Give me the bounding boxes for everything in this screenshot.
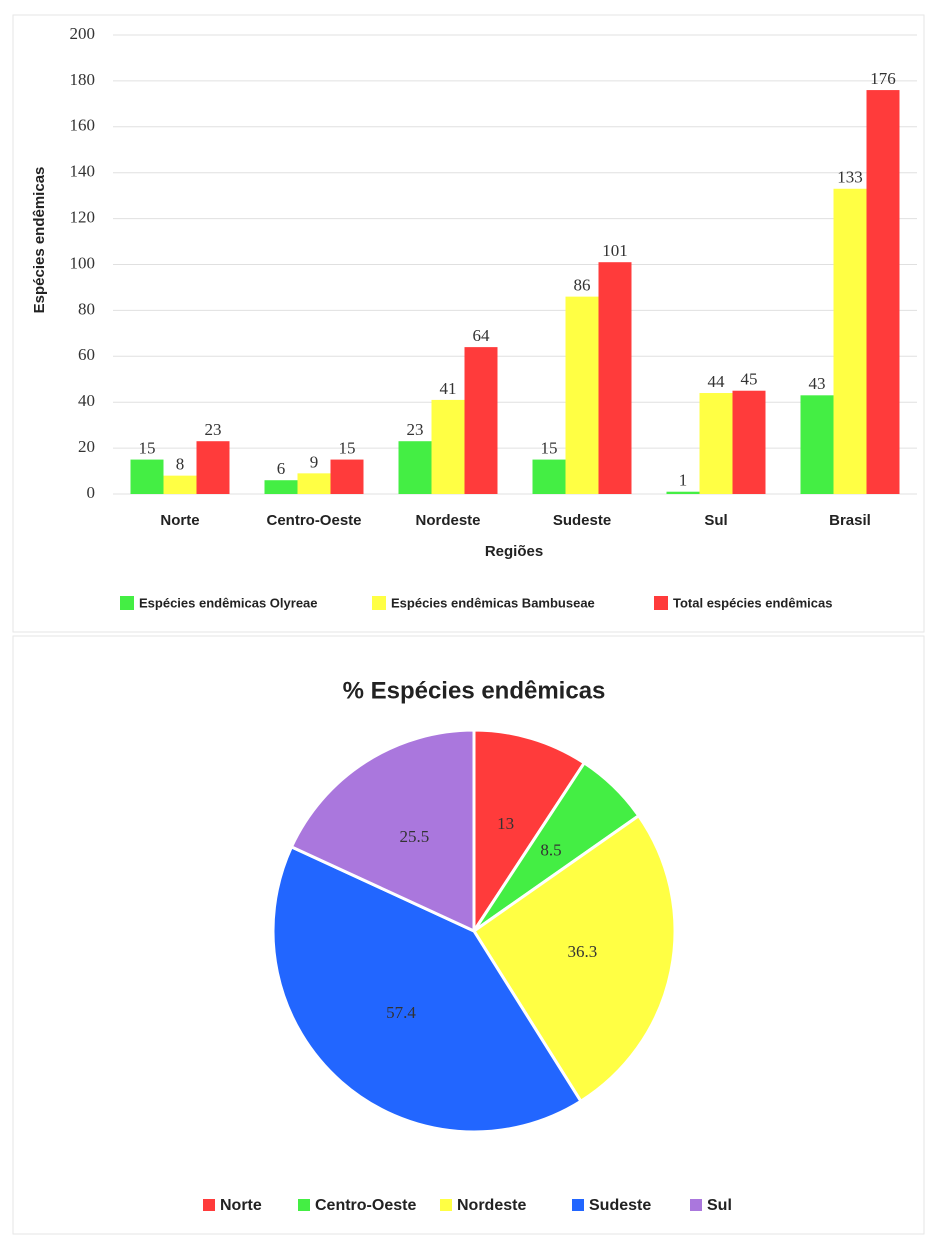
data-label: 15: [139, 438, 156, 457]
data-label: 43: [809, 374, 826, 393]
legend-label: Espécies endêmicas Bambuseae: [391, 595, 595, 610]
legend-swatch: [690, 1199, 702, 1211]
y-tick-label: 80: [78, 299, 95, 318]
data-label: 25.5: [400, 827, 430, 846]
bar: [163, 475, 197, 494]
data-label: 64: [473, 326, 491, 345]
legend-swatch: [203, 1199, 215, 1211]
y-tick-label: 60: [78, 345, 95, 364]
data-label: 6: [277, 459, 286, 478]
bar: [699, 393, 733, 494]
legend-swatch: [440, 1199, 452, 1211]
legend-label: Centro-Oeste: [315, 1197, 416, 1214]
bar: [431, 399, 465, 494]
data-label: 57.4: [386, 1003, 416, 1022]
legend-swatch: [120, 596, 134, 610]
data-label: 44: [708, 372, 726, 391]
pie-title: % Espécies endêmicas: [343, 677, 606, 704]
data-label: 8.5: [540, 841, 561, 860]
data-label: 133: [837, 168, 863, 187]
data-label: 15: [541, 438, 558, 457]
bar: [264, 480, 298, 494]
data-label: 8: [176, 455, 185, 474]
pie-slice: [271, 844, 583, 1134]
x-tick-label: Sul: [704, 512, 727, 529]
bar: [598, 262, 632, 494]
y-tick-label: 140: [70, 162, 96, 181]
y-tick-label: 120: [70, 208, 96, 227]
legend-swatch: [654, 596, 668, 610]
y-tick-label: 180: [70, 70, 96, 89]
y-tick-label: 100: [70, 253, 96, 272]
bar: [297, 473, 331, 494]
bar: [565, 296, 599, 494]
y-tick-label: 200: [70, 24, 96, 43]
y-tick-label: 40: [78, 391, 95, 410]
bar: [866, 90, 900, 494]
data-label: 41: [440, 379, 457, 398]
bar: [330, 459, 364, 494]
data-label: 101: [602, 241, 628, 260]
x-tick-label: Nordeste: [415, 512, 480, 529]
bar-panel: [12, 14, 925, 633]
data-label: 23: [205, 420, 222, 439]
data-label: 1: [679, 471, 688, 490]
bar: [464, 347, 498, 494]
data-label: 176: [870, 69, 896, 88]
bar: [833, 188, 867, 494]
data-label: 9: [310, 452, 319, 471]
legend-swatch: [372, 596, 386, 610]
bar: [666, 491, 700, 494]
legend-label: Sul: [707, 1197, 732, 1214]
legend-label: Espécies endêmicas Olyreae: [139, 595, 318, 610]
bar: [732, 390, 766, 494]
bar: [532, 459, 566, 494]
x-tick-label: Norte: [160, 512, 199, 529]
pie-slice: [471, 813, 677, 1104]
bar: [398, 441, 432, 494]
data-label: 36.3: [567, 942, 597, 961]
x-tick-label: Centro-Oeste: [266, 512, 361, 529]
data-label: 86: [574, 276, 591, 295]
legend-label: Total espécies endêmicas: [673, 595, 832, 610]
data-label: 23: [407, 420, 424, 439]
data-label: 45: [741, 370, 758, 389]
legend-swatch: [572, 1199, 584, 1211]
x-tick-label: Sudeste: [553, 512, 611, 529]
pie-slice: [289, 728, 476, 934]
y-tick-label: 20: [78, 437, 95, 456]
bar: [130, 459, 164, 494]
bar: [800, 395, 834, 494]
data-label: 15: [339, 438, 356, 457]
legend-label: Nordeste: [457, 1197, 526, 1214]
legend-label: Sudeste: [589, 1197, 651, 1214]
y-tick-label: 0: [87, 483, 96, 502]
x-tick-label: Brasil: [829, 512, 871, 529]
legend-swatch: [298, 1199, 310, 1211]
pie-slice: [472, 728, 587, 937]
y-axis-label: Espécies endêmicas: [31, 167, 48, 314]
legend-label: Norte: [220, 1197, 262, 1214]
y-tick-label: 160: [70, 116, 96, 135]
bar: [196, 441, 230, 494]
x-axis-label: Regiões: [485, 543, 543, 560]
data-label: 13: [497, 814, 514, 833]
